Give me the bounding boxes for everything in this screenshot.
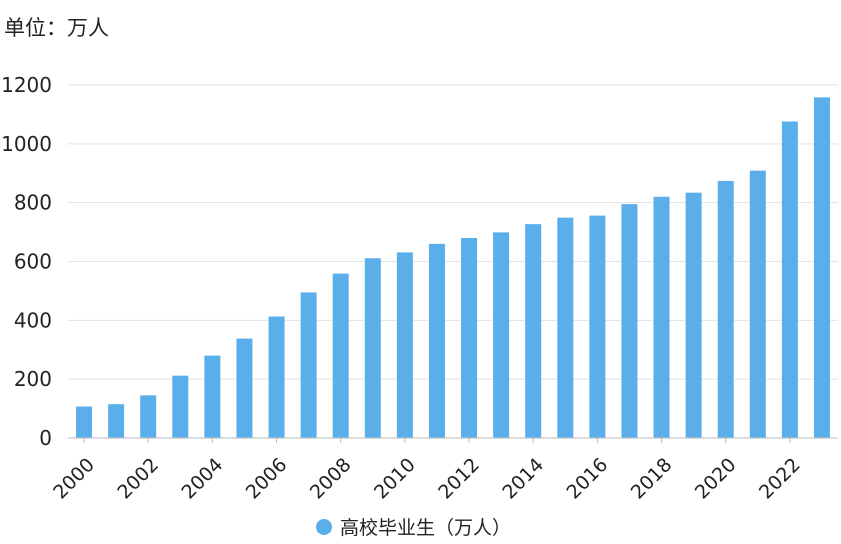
- bar-2000: [76, 406, 93, 438]
- bar-2018: [653, 196, 670, 438]
- bar-2003: [172, 375, 189, 438]
- bar-2007: [300, 292, 317, 438]
- bar-2010: [396, 252, 413, 438]
- x-tick-label: 2012: [434, 454, 484, 504]
- x-tick-label: 2018: [627, 454, 677, 504]
- x-tick-label: 2016: [563, 454, 613, 504]
- x-tick-label: 2002: [113, 454, 163, 504]
- bar-2017: [621, 204, 638, 438]
- bar-2014: [525, 224, 542, 438]
- bar-2009: [364, 258, 381, 438]
- x-tick-label: 2022: [755, 454, 805, 504]
- y-tick-label: 800: [14, 191, 52, 215]
- bars: [76, 97, 830, 439]
- bar-2013: [493, 232, 510, 438]
- y-tick-label: 400: [14, 308, 52, 332]
- x-tick-label: 2000: [49, 454, 99, 504]
- bar-2023: [813, 97, 830, 438]
- legend-marker: [316, 519, 332, 535]
- unit-label: 单位：万人: [4, 16, 109, 40]
- bar-2022: [781, 121, 798, 438]
- y-tick-label: 0: [39, 426, 52, 450]
- x-tick-label: 2020: [691, 454, 741, 504]
- bar-2002: [140, 395, 157, 438]
- bar-2019: [685, 192, 702, 438]
- bar-2004: [204, 355, 221, 438]
- x-tick-label: 2004: [178, 454, 228, 504]
- x-tick-label: 2014: [498, 454, 548, 504]
- legend: 高校毕业生（万人）: [316, 517, 511, 539]
- bar-2012: [461, 237, 478, 438]
- bar-2006: [268, 316, 285, 438]
- bar-2015: [557, 217, 574, 438]
- x-tick-label: 2006: [242, 454, 292, 504]
- bar-2021: [749, 170, 766, 439]
- legend-label: 高校毕业生（万人）: [340, 517, 511, 539]
- y-tick-label: 1000: [1, 132, 52, 156]
- x-tick-label: 2008: [306, 454, 356, 504]
- bar-2001: [108, 404, 125, 438]
- y-tick-label: 600: [14, 250, 52, 274]
- y-tick-label: 200: [14, 367, 52, 391]
- bar-2020: [717, 180, 734, 439]
- y-tick-label: 1200: [1, 73, 52, 97]
- axes: 0 200 400 600 800 1000 1200 2000 2002 2004 2006 200…: [1, 73, 838, 504]
- grid-lines: [68, 84, 838, 380]
- bar-2016: [589, 215, 606, 438]
- bar-2008: [332, 273, 349, 438]
- bar-2005: [236, 338, 253, 438]
- x-tick-label: 2010: [370, 454, 420, 504]
- bar-2011: [428, 243, 445, 438]
